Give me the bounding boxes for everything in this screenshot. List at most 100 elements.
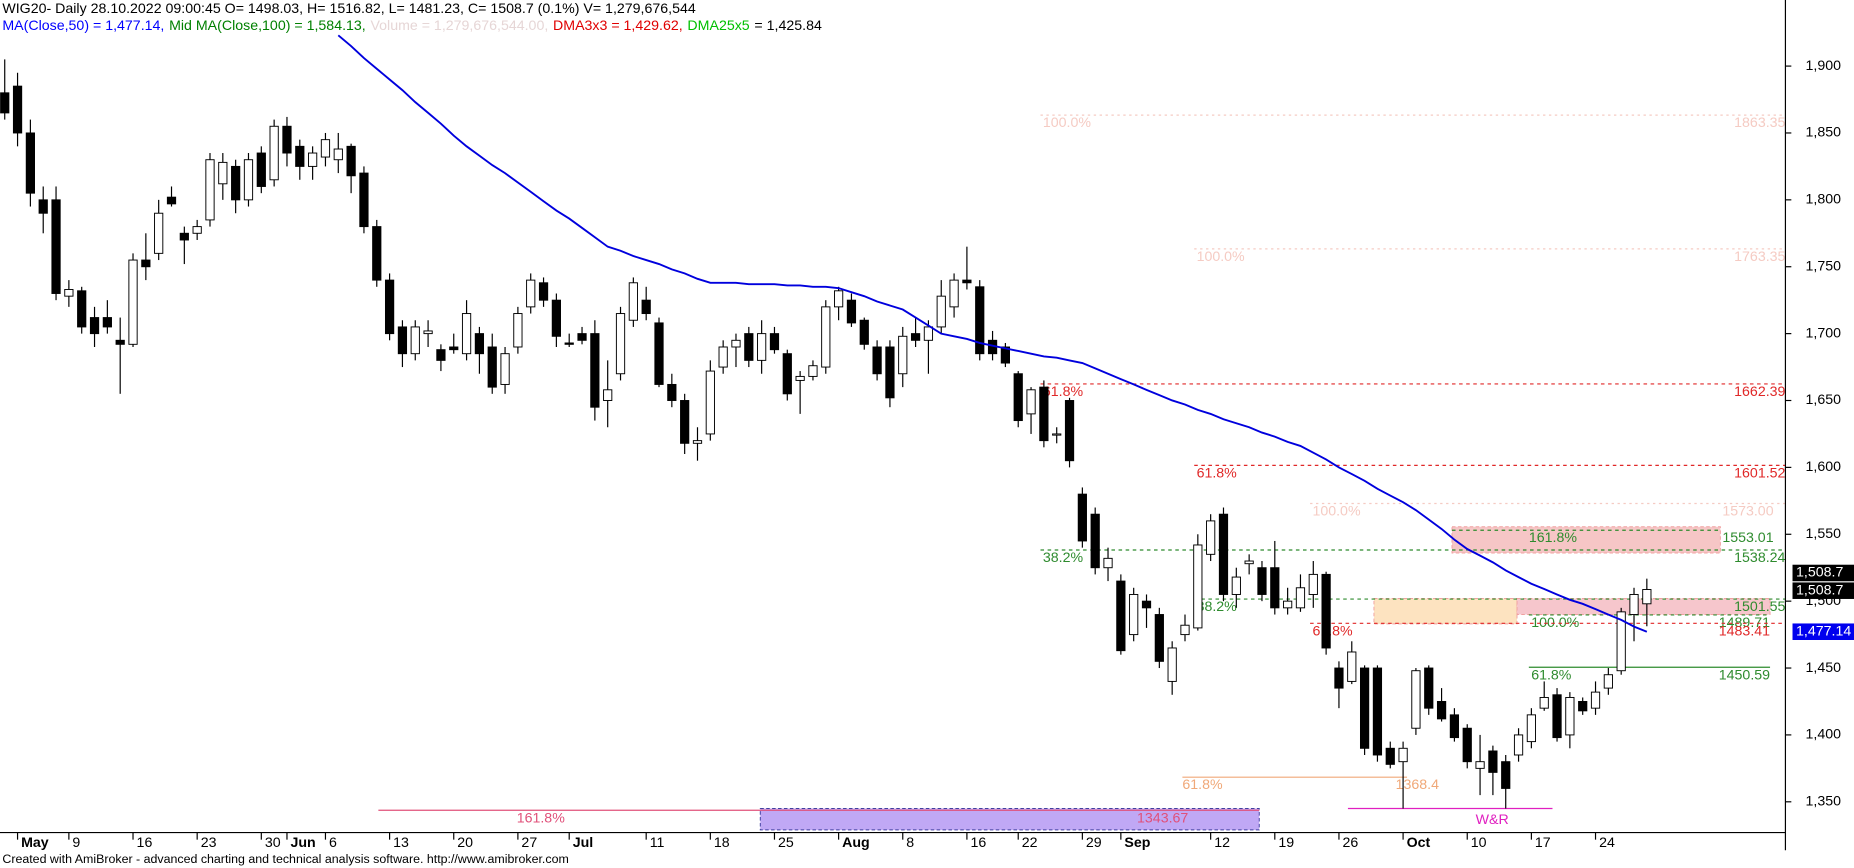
y-tick-label: 1,700	[1806, 325, 1842, 341]
candle-body	[372, 226, 382, 281]
fib-percent: 61.8%	[1182, 777, 1223, 793]
x-tick-label: 30	[265, 835, 281, 851]
fib-price: 1573.00	[1722, 504, 1773, 520]
fib-percent: 61.8%	[1043, 384, 1084, 400]
candle-body	[487, 346, 497, 388]
candle-body	[1411, 670, 1421, 729]
x-tick-label: Aug	[842, 835, 870, 851]
x-tick-label: May	[21, 835, 49, 851]
candle-body	[1488, 750, 1498, 773]
candle-body	[705, 370, 715, 435]
x-tick-label: 26	[1342, 835, 1358, 851]
x-tick-label: 10	[1471, 835, 1487, 851]
candle-body	[384, 279, 395, 335]
candle-body	[449, 346, 459, 351]
x-tick-label: 8	[906, 835, 914, 851]
candle-body	[1334, 667, 1344, 689]
candle-body	[872, 346, 882, 375]
candle-body	[1026, 389, 1036, 415]
candle-body	[179, 232, 189, 241]
y-tick-label: 1,650	[1806, 392, 1842, 408]
x-tick-label: Jun	[291, 835, 316, 851]
x-tick-label: 17	[1535, 835, 1551, 851]
fib-price: 1343.67	[1137, 810, 1188, 826]
candle-body	[1283, 600, 1293, 609]
candle-body	[744, 333, 754, 361]
candle-body	[1244, 560, 1254, 565]
candle-body	[1013, 373, 1023, 422]
candle-body	[89, 317, 100, 335]
candle-body	[859, 319, 869, 345]
x-tick-label: 22	[1022, 835, 1038, 851]
candle-body	[1385, 747, 1395, 765]
candle-body	[166, 196, 177, 205]
candle-body	[834, 290, 844, 308]
candle-body	[821, 306, 831, 368]
candle-body	[0, 92, 10, 114]
fib-price: 1763.35	[1734, 249, 1785, 265]
candle-body	[192, 226, 202, 234]
candle-body	[64, 289, 74, 297]
candle-body	[718, 346, 728, 368]
candle-body	[154, 212, 164, 254]
fib-percent: 61.8%	[1531, 667, 1572, 683]
candle-body	[25, 132, 35, 194]
x-tick-label: 16	[970, 835, 986, 851]
price-tag-box	[1792, 564, 1854, 582]
candle-body	[1475, 761, 1485, 769]
candle-body	[1578, 701, 1588, 712]
fib-price: 1662.39	[1734, 384, 1785, 400]
legend-item: = 1,425.84	[754, 18, 822, 34]
x-tick-label: 11	[650, 835, 665, 851]
candle-body	[359, 172, 369, 228]
x-tick-label: 23	[201, 835, 217, 851]
x-tick-label: 20	[457, 835, 473, 851]
candle-body	[333, 148, 343, 161]
candle-body	[1347, 651, 1357, 682]
zone	[1373, 598, 1518, 625]
x-tick-label: 9	[72, 835, 80, 851]
fib-price: 1483.41	[1719, 623, 1770, 639]
y-tick-label: 1,600	[1806, 459, 1842, 475]
candle-body	[1321, 573, 1331, 649]
candle-body	[1141, 600, 1152, 609]
candle-body	[128, 259, 138, 345]
candle-body	[1590, 691, 1601, 709]
candle-body	[436, 349, 446, 361]
candle-body	[1603, 674, 1613, 689]
candle-body	[1180, 624, 1190, 636]
y-tick-label: 1,750	[1806, 258, 1842, 274]
candle-body	[731, 339, 741, 348]
candle-body	[923, 326, 934, 341]
candle-body	[936, 295, 946, 328]
candle-body	[1193, 544, 1203, 629]
candle-body	[269, 125, 279, 181]
legend-item: DMA25x5	[687, 18, 749, 34]
candle-body	[1154, 614, 1164, 662]
candle-body	[795, 375, 805, 381]
fib-price: 1601.52	[1734, 465, 1785, 481]
candle-body	[628, 282, 638, 321]
x-tick-label: Oct	[1407, 835, 1431, 851]
candle-body	[1270, 567, 1280, 609]
candle-body	[1552, 694, 1562, 739]
candle-body	[115, 339, 125, 345]
candle-body	[962, 279, 972, 284]
x-tick-label: 12	[1214, 835, 1230, 851]
candle-body	[205, 159, 215, 221]
candle-body	[1000, 346, 1011, 364]
fib-percent: 61.8%	[1197, 465, 1238, 481]
candle-body	[231, 165, 241, 201]
y-tick-label: 1,550	[1806, 526, 1842, 542]
candle-body	[77, 290, 87, 328]
candle-body	[615, 313, 626, 375]
candle-body	[1642, 589, 1652, 605]
candle-body	[1424, 667, 1434, 709]
candle-body	[1064, 400, 1075, 462]
candle-body	[1257, 567, 1267, 595]
candle-body	[1526, 714, 1536, 743]
candle-body	[1398, 747, 1408, 763]
candle-body	[1501, 761, 1511, 789]
x-tick-label: 29	[1086, 835, 1102, 851]
